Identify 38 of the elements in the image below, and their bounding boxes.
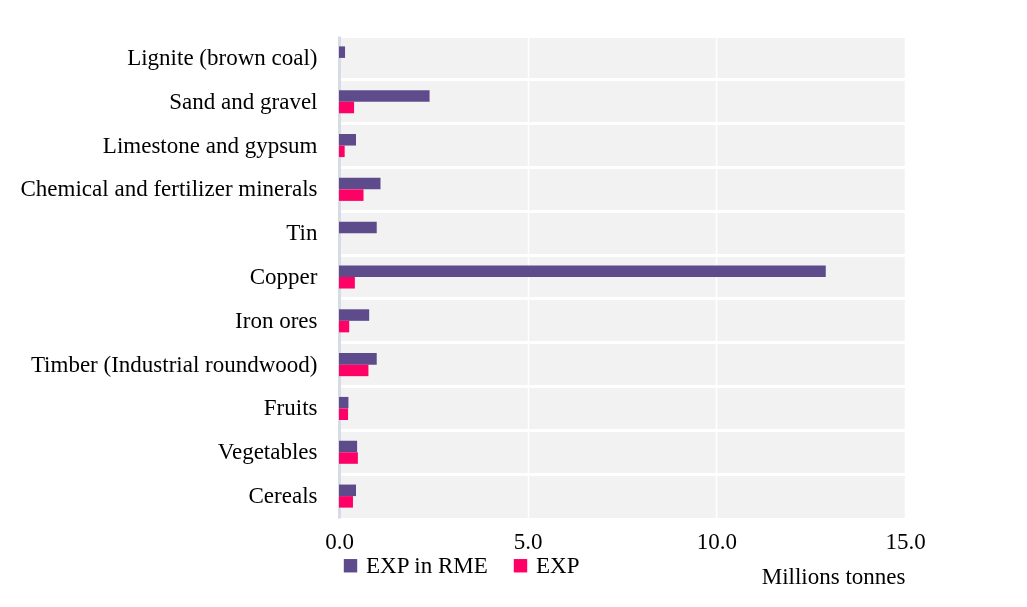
bar: [339, 440, 358, 453]
bar: [339, 408, 349, 420]
y-tick-label: Copper: [249, 264, 318, 289]
y-tick-label: Limestone and gypsum: [102, 132, 318, 158]
bar: [339, 221, 377, 234]
bar: [339, 364, 369, 377]
y-tick-label: Iron ores: [235, 307, 318, 333]
bar: [339, 189, 364, 201]
bar: [339, 101, 355, 114]
x-tick-label: 10.0: [696, 528, 737, 554]
bar: [339, 496, 353, 508]
x-tick-label: 0.0: [325, 528, 354, 554]
bar: [339, 309, 370, 321]
x-axis-title: Millions tonnes: [761, 563, 906, 589]
y-tick-label: Vegetables: [217, 439, 318, 465]
bar: [339, 145, 345, 158]
bar: [339, 177, 381, 190]
bar: [339, 452, 358, 464]
bar: [339, 265, 826, 277]
bar: [339, 277, 355, 289]
y-tick-label: Cereals: [248, 483, 318, 509]
bar: [339, 353, 377, 365]
y-tick-label: Fruits: [263, 395, 318, 421]
y-tick-label: Chemical and fertilizer minerals: [20, 176, 318, 202]
bar: [339, 320, 350, 333]
legend-label: EXP in RME: [366, 552, 488, 578]
bar: [339, 46, 346, 58]
bar: [339, 134, 356, 146]
legend-label: EXP: [536, 552, 580, 578]
x-tick-label: 15.0: [885, 528, 926, 554]
y-tick-label: Tin: [286, 220, 318, 246]
y-tick-label: Sand and gravel: [169, 88, 318, 114]
bar: [339, 90, 430, 102]
y-tick-label: Lignite (brown coal): [127, 44, 318, 70]
bar: [339, 484, 356, 497]
x-tick-label: 5.0: [513, 528, 543, 554]
bar: [339, 396, 349, 409]
y-tick-label: Timber (Industrial roundwood): [30, 351, 318, 377]
